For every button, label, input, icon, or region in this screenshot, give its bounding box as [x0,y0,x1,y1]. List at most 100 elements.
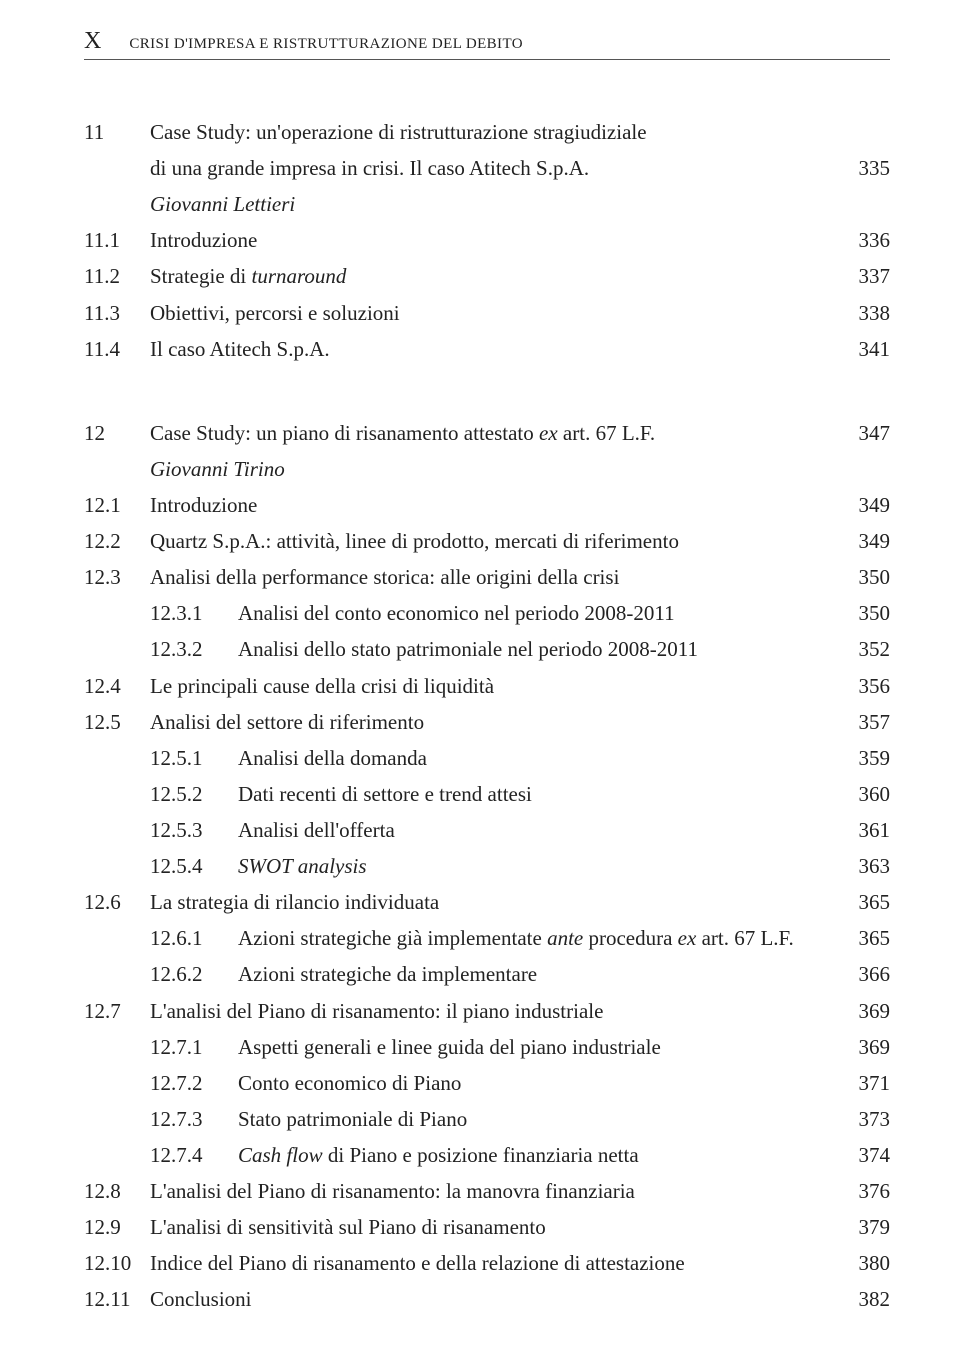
toc-number: 12.7 [84,993,150,1029]
toc-number: 12.5.4 [150,848,238,884]
toc-number [84,186,150,222]
toc-title: Azioni strategiche già implementate ante… [238,920,846,956]
italic-text: Cash flow [238,1143,323,1167]
toc-number: 12.4 [84,668,150,704]
toc-title: Analisi dell'offerta [238,812,846,848]
toc-page: 369 [846,993,890,1029]
toc-entry: 12.2Quartz S.p.A.: attività, linee di pr… [84,523,890,559]
toc-title: Strategie di turnaround [150,258,846,294]
toc-number: 12.7.2 [150,1065,238,1101]
italic-text: ex [539,421,558,445]
toc-title: Quartz S.p.A.: attività, linee di prodot… [150,523,846,559]
toc-number: 12.9 [84,1209,150,1245]
page-marker: X [84,28,101,55]
toc-number: 12.5.3 [150,812,238,848]
toc-number: 12.11 [84,1281,150,1317]
toc-subentry: 12.6.2Azioni strategiche da implementare… [84,956,890,992]
toc-spacer [84,812,150,848]
toc-number: 12.8 [84,1173,150,1209]
toc-title: Analisi della performance storica: alle … [150,559,846,595]
toc-entry: 11.3Obiettivi, percorsi e soluzioni338 [84,295,890,331]
toc-title: L'analisi del Piano di risanamento: il p… [150,993,846,1029]
toc-subentry: 12.5.2Dati recenti di settore e trend at… [84,776,890,812]
toc-title: di una grande impresa in crisi. Il caso … [150,150,846,186]
toc-title: La strategia di rilancio individuata [150,884,846,920]
toc-number [84,451,150,487]
italic-text: SWOT analysis [238,854,367,878]
toc-title: Analisi della domanda [238,740,846,776]
toc-page: 338 [846,295,890,331]
toc-title: Introduzione [150,487,846,523]
toc-page: 335 [846,150,890,186]
toc-author: Giovanni Tirino [150,451,890,487]
toc-entry: 11.1Introduzione336 [84,222,890,258]
toc-number: 12 [84,415,150,451]
toc-page: 350 [846,559,890,595]
toc-number: 12.3.1 [150,595,238,631]
toc-title: Il caso Atitech S.p.A. [150,331,846,367]
toc-entry: 12.7L'analisi del Piano di risanamento: … [84,993,890,1029]
toc-entry: 12.6La strategia di rilancio individuata… [84,884,890,920]
toc-entry: 11.4Il caso Atitech S.p.A.341 [84,331,890,367]
toc-number: 12.5 [84,704,150,740]
toc-title: Cash flow di Piano e posizione finanziar… [238,1137,846,1173]
toc-spacer [84,1137,150,1173]
toc-chapter: 11Case Study: un'operazione di ristruttu… [84,114,890,150]
toc-entry: 12.1Introduzione349 [84,487,890,523]
toc-spacer [84,956,150,992]
toc-title: SWOT analysis [238,848,846,884]
toc-page: 349 [846,523,890,559]
toc-title: Analisi del conto economico nel periodo … [238,595,846,631]
toc-subentry: 12.7.2Conto economico di Piano371 [84,1065,890,1101]
toc-spacer [84,1065,150,1101]
toc-entry: 12Case Study: un piano di risanamento at… [84,415,890,451]
toc-spacer [84,631,150,667]
toc-title: Aspetti generali e linee guida del piano… [238,1029,846,1065]
toc-title: Introduzione [150,222,846,258]
toc-title: Le principali cause della crisi di liqui… [150,668,846,704]
toc-title: Dati recenti di settore e trend attesi [238,776,846,812]
toc-author: Giovanni Lettieri [150,186,890,222]
toc-page: 361 [846,812,890,848]
toc-page: 374 [846,1137,890,1173]
toc-entry: 12.9L'analisi di sensitività sul Piano d… [84,1209,890,1245]
toc-entry: 11.2Strategie di turnaround337 [84,258,890,294]
toc-title: Case Study: un piano di risanamento atte… [150,415,846,451]
toc-entry: 12.5Analisi del settore di riferimento35… [84,704,890,740]
toc-number: 12.7.3 [150,1101,238,1137]
toc-page: 350 [846,595,890,631]
toc-number: 12.7.4 [150,1137,238,1173]
toc-spacer [84,920,150,956]
toc-spacer [84,150,150,186]
toc-number: 11 [84,114,150,150]
page: X CRISI D'IMPRESA E RISTRUTTURAZIONE DEL… [0,0,960,1358]
toc-spacer [84,595,150,631]
toc-number: 11.2 [84,258,150,294]
toc-entry: 12.3Analisi della performance storica: a… [84,559,890,595]
toc-subentry: 12.7.4Cash flow di Piano e posizione fin… [84,1137,890,1173]
toc-title: Conclusioni [150,1281,846,1317]
italic-text: ante [547,926,583,950]
toc-title: L'analisi di sensitività sul Piano di ri… [150,1209,846,1245]
toc-page: 360 [846,776,890,812]
toc-page: 380 [846,1245,890,1281]
toc-spacer [84,1101,150,1137]
running-header: X CRISI D'IMPRESA E RISTRUTTURAZIONE DEL… [84,28,890,60]
toc-title: Obiettivi, percorsi e soluzioni [150,295,846,331]
toc-page: 373 [846,1101,890,1137]
toc-title: Azioni strategiche da implementare [238,956,846,992]
toc-subentry: 12.5.4SWOT analysis363 [84,848,890,884]
toc-spacer [84,1029,150,1065]
toc-page: 359 [846,740,890,776]
toc-subentry: 12.3.1Analisi del conto economico nel pe… [84,595,890,631]
toc-subentry: 12.7.3Stato patrimoniale di Piano373 [84,1101,890,1137]
toc-page: 365 [846,920,890,956]
toc-entry: 12.4Le principali cause della crisi di l… [84,668,890,704]
toc-number: 12.2 [84,523,150,559]
toc-page: 365 [846,884,890,920]
toc-entry: 12.11Conclusioni382 [84,1281,890,1317]
toc-title: Analisi dello stato patrimoniale nel per… [238,631,846,667]
toc-number: 11.1 [84,222,150,258]
toc-spacer [84,848,150,884]
toc-subentry: 12.7.1Aspetti generali e linee guida del… [84,1029,890,1065]
